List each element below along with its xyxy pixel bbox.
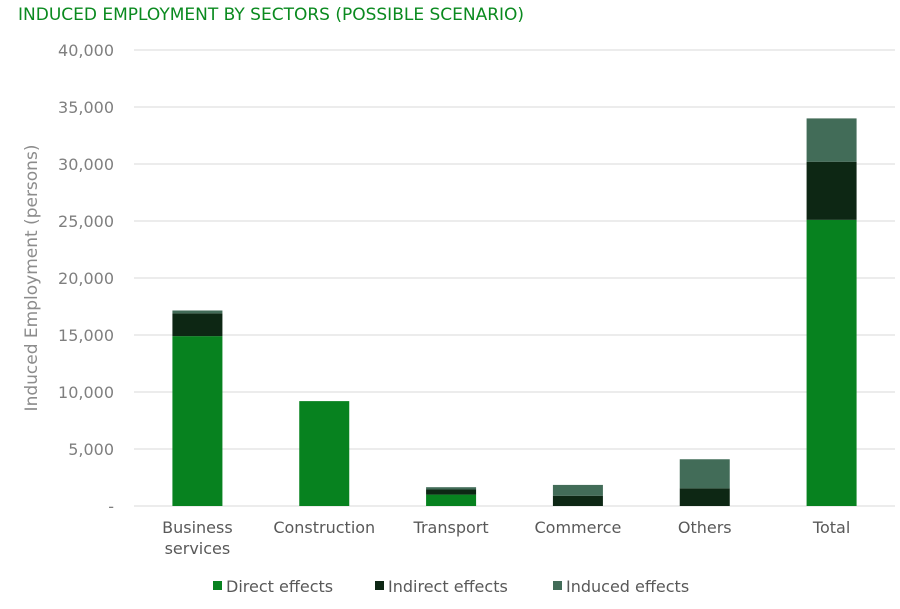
x-tick-label: services [165, 539, 231, 558]
bar-segment [172, 310, 223, 314]
legend-swatch [553, 581, 562, 590]
bar-segment [552, 484, 603, 496]
bar-segment [426, 487, 477, 490]
legend-swatch [213, 581, 222, 590]
x-tick-label: Total [812, 518, 850, 537]
bar-segment [426, 494, 477, 506]
y-tick-label: 15,000 [58, 326, 114, 345]
x-tick-label: Commerce [534, 518, 621, 537]
x-tick-label: Others [678, 518, 732, 537]
x-axis-ticks: Business services Construction Transport Com… [162, 518, 850, 558]
bar-segment [806, 118, 857, 162]
y-tick-label: 5,000 [68, 440, 114, 459]
x-tick-label: Construction [273, 518, 375, 537]
bar-segment [806, 161, 857, 220]
bar-segment [679, 488, 730, 506]
legend-label: Induced effects [566, 577, 689, 596]
bars [172, 118, 857, 507]
bar-segment [806, 219, 857, 507]
bar-segment [172, 336, 223, 506]
y-tick-label: 30,000 [58, 155, 114, 174]
y-tick-label: 10,000 [58, 383, 114, 402]
legend: Direct effects Indirect effects Induced ef… [213, 577, 689, 596]
gridlines [134, 49, 895, 507]
bar-segment [426, 489, 477, 495]
y-tick-label: - [108, 497, 114, 516]
y-axis-ticks: - 5,000 10,000 15,000 20,000 25,000 30,000 35,0… [58, 41, 114, 516]
legend-swatch [375, 581, 384, 590]
y-tick-label: 25,000 [58, 212, 114, 231]
bar-segment [679, 459, 730, 489]
y-axis-label: Induced Employment (persons) [22, 145, 42, 412]
bar-segment [552, 495, 603, 506]
y-tick-label: 40,000 [58, 41, 114, 60]
y-tick-label: 20,000 [58, 269, 114, 288]
chart-title: INDUCED EMPLOYMENT BY SECTORS (POSSIBLE … [18, 5, 524, 25]
legend-label: Indirect effects [388, 577, 508, 596]
bar-segment [299, 401, 350, 506]
bar-segment [172, 313, 223, 337]
x-tick-label: Transport [413, 518, 489, 537]
legend-label: Direct effects [226, 577, 333, 596]
y-tick-label: 35,000 [58, 98, 114, 117]
x-tick-label: Business [162, 518, 233, 537]
